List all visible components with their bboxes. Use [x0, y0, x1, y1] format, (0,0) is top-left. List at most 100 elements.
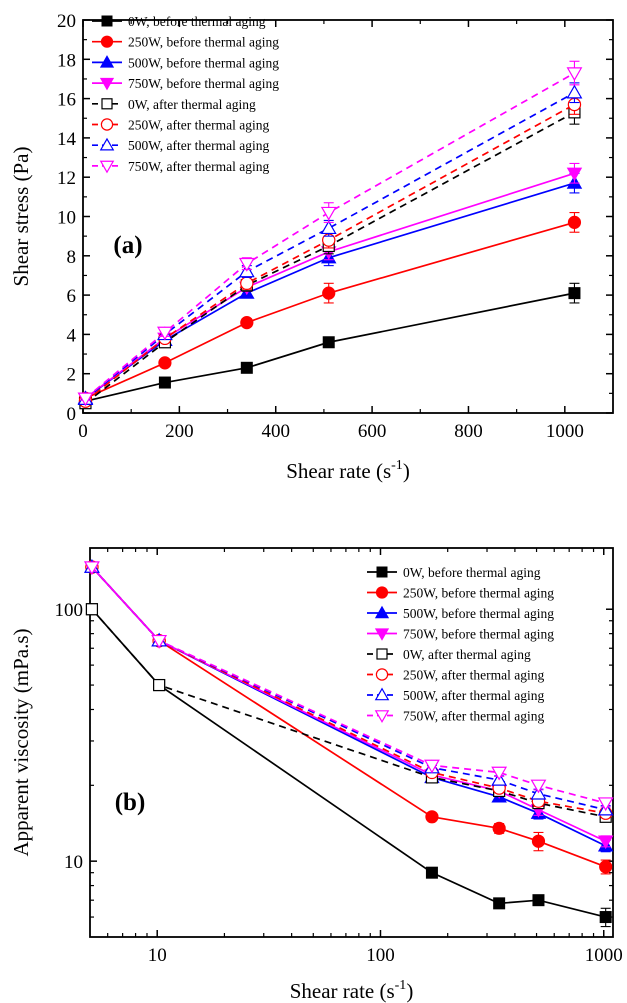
data-point [530, 779, 547, 794]
legend-entry: 750W, before thermal aging [92, 76, 279, 91]
y-tick-label: 10 [64, 852, 83, 873]
y-tick-label: 6 [67, 286, 77, 307]
legend-marker [374, 710, 390, 723]
legend-label: 250W, before thermal aging [128, 35, 279, 50]
legend-entry: 250W, before thermal aging [92, 35, 279, 50]
series-250w-before-aging [78, 212, 582, 405]
data-point [424, 759, 440, 774]
data-point [599, 911, 612, 924]
y-tick-label: 10 [57, 208, 76, 229]
legend-entry: 500W, after thermal aging [367, 687, 544, 703]
legend-entry: 750W, after thermal aging [367, 709, 544, 724]
legend-entry: 0W, before thermal aging [92, 14, 266, 29]
series-line [84, 111, 575, 404]
x-axis-title-sup: -1 [395, 978, 407, 993]
chart-panel-a: 0 200 400 600 800 1000 0 2 4 6 8 10 12 14 16 18 20 Shear … [9, 11, 614, 483]
x-tick-label: 1000 [585, 945, 623, 966]
y-tick-label: 4 [67, 325, 77, 346]
data-point [84, 561, 100, 576]
legend-entry: 0W, after thermal aging [367, 647, 531, 662]
data-point [532, 894, 545, 907]
x-tick-label: 600 [358, 421, 387, 442]
legend-label: 500W, after thermal aging [128, 138, 269, 153]
data-point [599, 860, 613, 874]
series-750w-after-aging [77, 60, 583, 407]
data-point [425, 866, 438, 879]
data-point [158, 356, 172, 370]
data-point [492, 821, 506, 835]
y-tick-label: 2 [67, 365, 77, 386]
legend-entry: 750W, before thermal aging [367, 627, 554, 642]
data-point [567, 215, 582, 229]
legend-label: 500W, before thermal aging [403, 606, 554, 621]
y-tick-label: 8 [67, 247, 77, 268]
data-point [531, 834, 546, 848]
panel-label: (b) [115, 789, 146, 816]
data-point [151, 634, 168, 649]
legend-label: 250W, after thermal aging [403, 668, 544, 683]
data-point [597, 835, 614, 850]
legend: 0W, before thermal aging 250W, before the… [92, 14, 279, 174]
x-tick-label: 800 [454, 421, 483, 442]
legend-entry: 0W, before thermal aging [367, 565, 541, 580]
legend-entry: 0W, after thermal aging [92, 97, 256, 112]
data-point [568, 287, 581, 300]
legend-marker [99, 160, 115, 174]
x-tick-label: 400 [261, 421, 290, 442]
data-point [238, 257, 255, 272]
y-tick-label: 14 [57, 129, 77, 150]
legend-label: 500W, after thermal aging [403, 688, 544, 703]
data-point [597, 797, 614, 812]
legend-marker [374, 687, 390, 701]
series-line [84, 103, 575, 402]
legend-marker [101, 98, 113, 110]
x-tick-label: 0 [78, 421, 88, 442]
x-tick-label: 1000 [546, 421, 584, 442]
y-axis-title: Apparent viscosity (mPa.s) [9, 628, 33, 856]
x-axis-title-main: Shear rate (s [290, 979, 395, 1003]
data-point [320, 206, 337, 221]
data-point [320, 220, 337, 235]
data-point [153, 678, 166, 692]
x-axis-title-tail: ) [403, 459, 410, 483]
series-750w-before-aging [77, 162, 583, 407]
legend-marker [99, 55, 115, 68]
data-point [240, 276, 254, 291]
data-point [322, 336, 335, 349]
y-tick-label: 16 [57, 90, 76, 111]
panel-label: (a) [113, 232, 142, 259]
legend-label: 750W, before thermal aging [403, 627, 554, 642]
data-point [425, 810, 439, 824]
data-point [85, 603, 99, 616]
data-point [493, 897, 506, 910]
x-axis-title-tail: ) [406, 979, 413, 1003]
series-line [91, 566, 606, 804]
legend-entry: 250W, before thermal aging [367, 586, 554, 601]
chart-panel-b: 10 100 1000 10 100 Shear rate (s-1) Apparent v… [9, 547, 623, 1003]
legend-marker [100, 35, 114, 48]
legend-marker [376, 648, 388, 660]
legend-marker [375, 668, 389, 681]
legend-entry: 250W, after thermal aging [92, 118, 269, 133]
x-axis-title: Shear rate (s-1) [290, 978, 414, 1003]
data-point [158, 376, 171, 389]
series-0w-before-aging [85, 603, 612, 928]
series-line [91, 566, 606, 815]
legend-marker [376, 566, 388, 578]
legend-label: 750W, after thermal aging [403, 709, 544, 724]
y-tick-label: 0 [67, 404, 77, 425]
data-point [240, 361, 253, 374]
data-point [566, 167, 583, 182]
legend-marker [374, 605, 390, 619]
series-line [91, 566, 607, 842]
data-point [157, 326, 173, 341]
series-750w-after-aging [84, 561, 614, 812]
x-axis-title-sup: -1 [391, 458, 403, 473]
legend-label: 500W, before thermal aging [128, 55, 279, 70]
legend-label: 750W, after thermal aging [128, 159, 269, 174]
legend-marker [101, 15, 113, 27]
y-tick-label: 20 [57, 11, 76, 32]
x-axis-title: Shear rate (s-1) [286, 458, 410, 483]
data-point [77, 392, 94, 407]
x-tick-label: 200 [165, 421, 194, 442]
